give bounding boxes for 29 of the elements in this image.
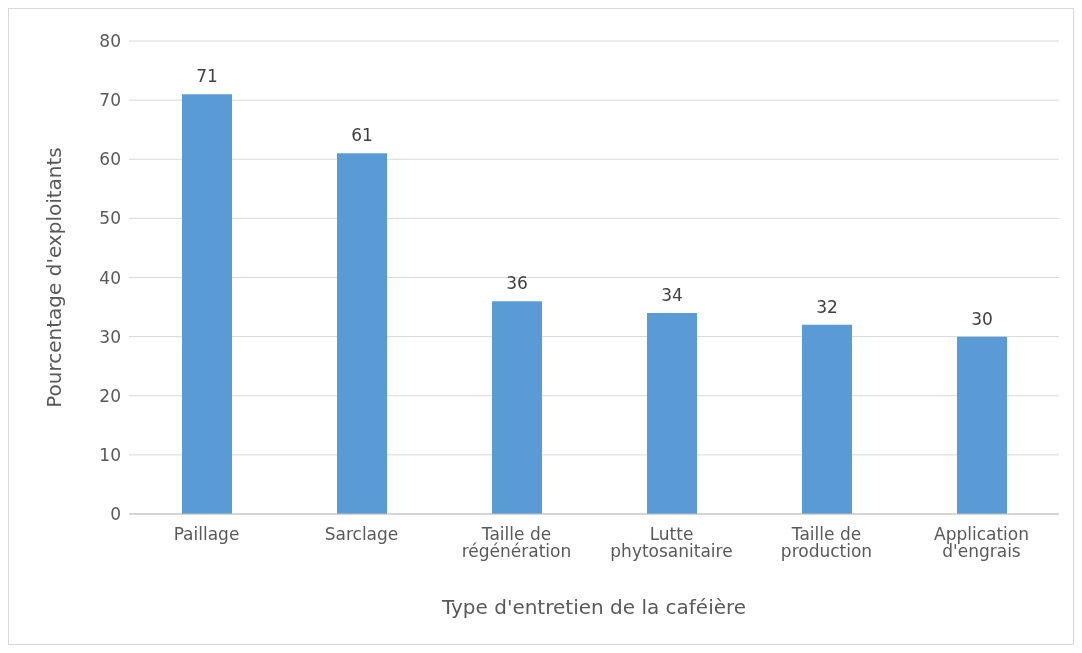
x-tick-label: Taille de régénération xyxy=(461,524,572,562)
y-axis-title: Pourcentage d'exploitants xyxy=(42,147,67,408)
x-tick-label: Lutte phytosanitaire xyxy=(610,524,733,562)
x-axis-title: Type d'entretien de la caféière xyxy=(440,595,747,619)
bar xyxy=(492,301,542,514)
x-tick-label: Sarclage xyxy=(324,524,399,545)
y-tick-label: 10 xyxy=(99,444,121,465)
bar xyxy=(337,153,387,514)
y-tick-label: 60 xyxy=(99,149,121,170)
y-tick-label: 70 xyxy=(99,90,121,111)
data-label: 30 xyxy=(971,308,993,329)
data-label: 34 xyxy=(661,284,683,305)
bar xyxy=(182,94,232,514)
bar xyxy=(957,336,1007,514)
y-tick-label: 30 xyxy=(99,326,121,347)
y-tick-label: 20 xyxy=(99,385,121,406)
data-label: 36 xyxy=(506,273,528,294)
x-tick-label: Taille de production xyxy=(780,524,873,562)
data-label: 61 xyxy=(351,125,373,146)
bar xyxy=(802,324,852,514)
x-tick-label: Paillage xyxy=(173,524,240,545)
y-tick-label: 80 xyxy=(99,31,121,52)
y-tick-label: 40 xyxy=(99,267,121,288)
y-tick-label: 0 xyxy=(110,504,121,525)
y-tick-label: 50 xyxy=(99,208,121,229)
bar xyxy=(647,312,697,514)
x-tick-label: Application d'engrais xyxy=(934,524,1029,562)
data-label: 32 xyxy=(816,296,838,317)
data-label: 71 xyxy=(196,66,218,87)
